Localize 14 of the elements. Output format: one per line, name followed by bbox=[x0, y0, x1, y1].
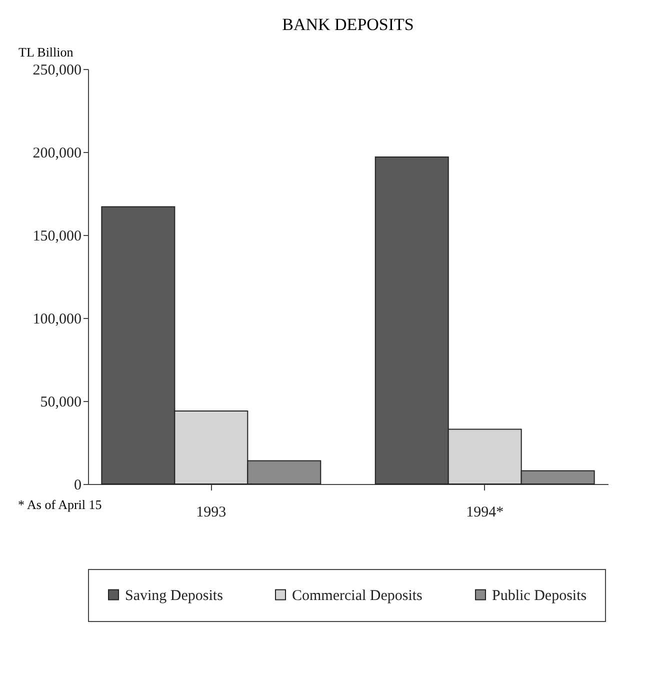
y-tick-label: 0 bbox=[74, 478, 82, 494]
legend-label: Commercial Deposits bbox=[292, 588, 423, 604]
y-tick-label: 200,000 bbox=[32, 146, 82, 162]
y-tick-label: 50,000 bbox=[40, 394, 82, 410]
y-tick-label: 250,000 bbox=[32, 62, 82, 78]
y-tick-label: 100,000 bbox=[32, 312, 82, 328]
y-tick-label: 150,000 bbox=[32, 228, 82, 244]
text: * As of April 15 bbox=[18, 497, 102, 512]
x-tick-label: 1993 bbox=[196, 504, 226, 520]
x-tick-label: 1994* bbox=[466, 504, 504, 520]
chart-title: BANK DEPOSITS bbox=[282, 15, 414, 34]
legend-label: Public Deposits bbox=[492, 588, 587, 604]
y-axis-title: TL Billion bbox=[18, 44, 74, 60]
legend-label: Saving Deposits bbox=[125, 588, 224, 604]
